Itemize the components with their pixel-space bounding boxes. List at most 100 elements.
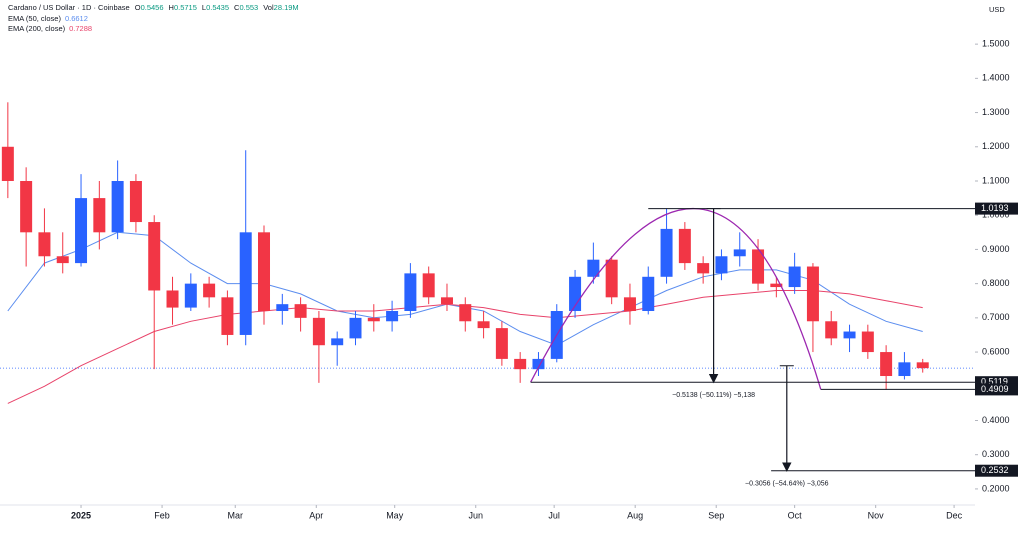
candle-body (56, 256, 69, 264)
chart-title: Cardano / US Dollar · 1D · Coinbase (8, 3, 130, 12)
x-tick-label: Feb (154, 510, 170, 520)
candle-body (459, 304, 472, 322)
candle-body (1, 146, 14, 181)
candle-body (221, 297, 234, 335)
measure-label: −0.3056 (−54.64%) −3,056 (745, 481, 829, 488)
x-tick-label: Nov (868, 510, 885, 520)
candle-body (916, 362, 929, 369)
candle-body (678, 228, 691, 264)
y-tick-label: 0.2000 (982, 483, 1010, 493)
level-label: 1.0193 (981, 203, 1009, 213)
y-tick-label: 0.4000 (982, 415, 1010, 425)
indicator-value: 0.6612 (65, 14, 88, 23)
candle-body (477, 321, 490, 329)
y-tick-label: 0.7000 (982, 312, 1010, 322)
candle-body (825, 321, 838, 339)
candle-body (605, 259, 618, 298)
ohlc-value: 0.5715 (174, 3, 197, 12)
x-tick-label: Jun (468, 510, 483, 520)
x-tick-label: May (386, 510, 404, 520)
candle-body (623, 297, 636, 312)
y-tick-label: 0.6000 (982, 346, 1010, 356)
candle-body (386, 311, 399, 322)
candle-body (331, 338, 344, 346)
candle-body (422, 273, 435, 298)
ohlc-field: O0.5456 (135, 3, 164, 12)
x-tick-label: 2025 (71, 510, 91, 520)
ohlc-value: 0.5435 (206, 3, 229, 12)
currency: USD (989, 5, 1005, 14)
y-tick-label: 0.9000 (982, 244, 1010, 254)
ohlc-value: 0.5456 (141, 3, 164, 12)
candle-body (111, 180, 124, 233)
candle-body (20, 180, 33, 233)
candle-body (294, 304, 307, 318)
candle-body (38, 232, 51, 257)
candle-body (203, 283, 216, 298)
y-tick-label: 1.3000 (982, 107, 1010, 117)
candle-body (75, 198, 88, 264)
level-label: 0.2532 (981, 465, 1009, 475)
candle-body (239, 232, 252, 335)
y-tick-label: 1.2000 (982, 141, 1010, 151)
y-tick-label: 1.4000 (982, 73, 1010, 83)
candle-body (880, 352, 893, 377)
candle-body (642, 276, 655, 312)
indicator-name: EMA (50, close) (8, 14, 61, 23)
candle-body (166, 290, 179, 308)
ohlc-field: C0.553 (234, 3, 258, 12)
y-tick-label: 1.1000 (982, 175, 1010, 185)
ohlc-field: H0.5715 (169, 3, 197, 12)
candle-body (184, 283, 197, 308)
candle-body (312, 317, 325, 346)
candle-body (660, 228, 673, 277)
candle-body (861, 331, 874, 353)
y-tick-label: 0.8000 (982, 278, 1010, 288)
candle-body (440, 297, 453, 305)
ohlc-label: L (202, 3, 206, 12)
level-tag (975, 464, 1018, 477)
candle-body (495, 328, 508, 359)
ohlc-field: L0.5435 (202, 3, 229, 12)
x-tick-label: Jul (548, 510, 560, 520)
candle-body (404, 273, 417, 312)
ohlc-label: C (234, 3, 240, 12)
indicator-name: EMA (200, close) (8, 24, 66, 33)
candle-body (788, 266, 801, 288)
candle-body (367, 317, 380, 322)
ohlc-value: 0.553 (239, 3, 258, 12)
candle-body (148, 222, 161, 291)
candle-body (514, 358, 527, 370)
candle-body (129, 180, 142, 223)
x-tick-label: Apr (309, 510, 323, 520)
candle-body (806, 266, 819, 322)
plot-area (0, 102, 975, 404)
level-tag (975, 202, 1018, 215)
candle-body (843, 331, 856, 339)
candle-body (93, 198, 106, 233)
x-tick-label: Oct (788, 510, 803, 520)
level-tag (975, 383, 1018, 396)
indicator-value: 0.7288 (69, 24, 92, 33)
candle-body (276, 304, 289, 312)
candle-body (733, 249, 746, 257)
candle-body (569, 276, 582, 312)
x-tick-label: Sep (708, 510, 724, 520)
x-tick-label: Dec (946, 510, 963, 520)
ohlc-label: H (169, 3, 174, 12)
candle-body (898, 362, 911, 377)
level-label: 0.4909 (981, 384, 1009, 394)
x-tick-label: Mar (228, 510, 244, 520)
ohlc-value: 28.19M (274, 3, 299, 12)
ohlc-label: O (135, 3, 141, 12)
candle-body (697, 263, 710, 274)
indicator-legend: EMA (50, close) 0.6612 (8, 14, 88, 23)
y-tick-label: 0.3000 (982, 449, 1010, 459)
level-label: 0.5119 (981, 377, 1008, 387)
candle-body (715, 256, 728, 274)
measure-label: −0.5138 (−50.11%) −5,138 (672, 392, 755, 399)
candle-body (587, 259, 600, 277)
candle-body (752, 249, 765, 284)
